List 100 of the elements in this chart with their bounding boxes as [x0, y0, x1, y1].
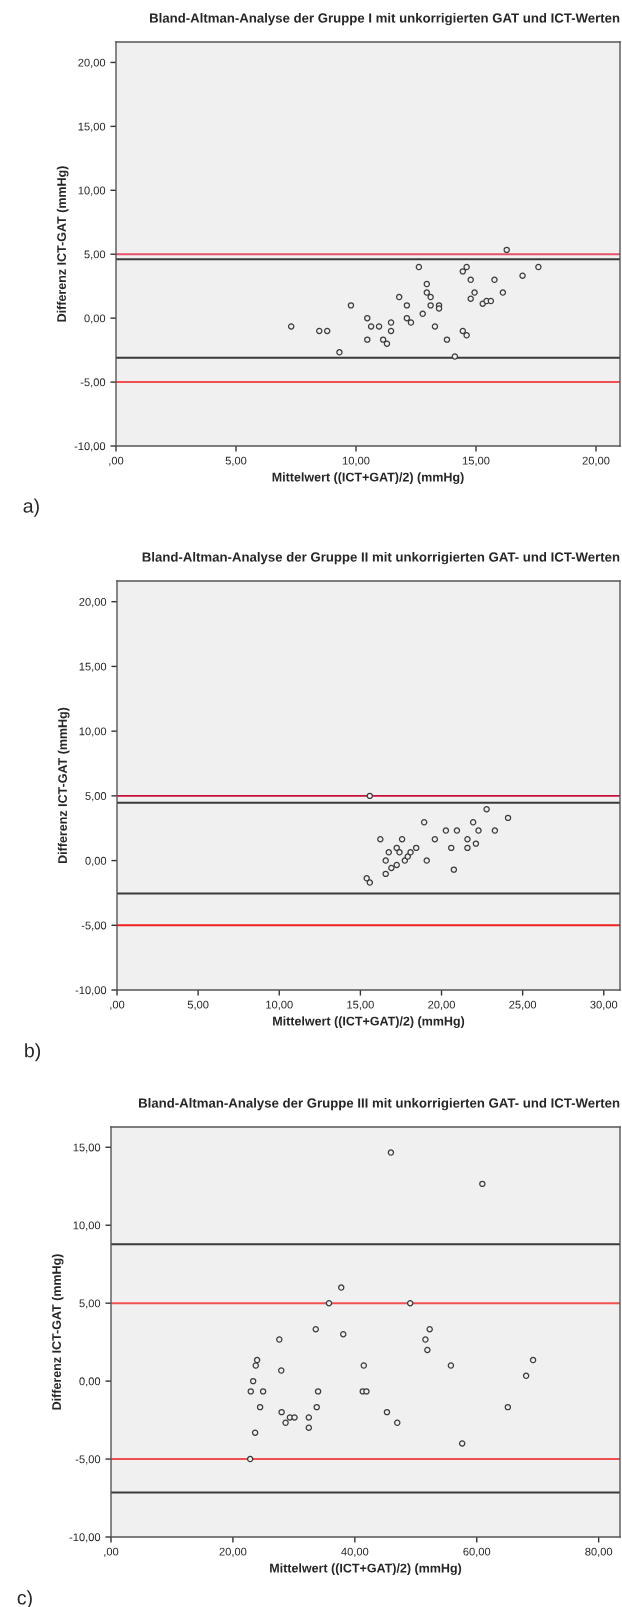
x-tick-label: 10,00: [342, 456, 370, 466]
point: [382, 870, 389, 878]
point: [323, 327, 331, 335]
point: [463, 263, 470, 271]
y-tick-label: 15,00: [78, 122, 106, 132]
x-tick-label: 80,00: [585, 1547, 613, 1557]
chart-title: Bland-Altman-Analyse der Gruppe I mit unkorrigierten GAT und ICT-Werten: [150, 12, 620, 26]
point: [448, 844, 455, 852]
point: [412, 844, 420, 852]
point: [464, 835, 471, 843]
point: [364, 336, 371, 343]
point: [393, 861, 400, 869]
point: [363, 1388, 370, 1395]
point: [256, 1403, 264, 1411]
point: [251, 1429, 259, 1436]
point: [336, 349, 343, 356]
point: [377, 835, 384, 843]
point: [278, 1367, 285, 1374]
point: [503, 246, 510, 254]
point: [471, 289, 478, 296]
point: [325, 1299, 333, 1307]
point: [469, 819, 477, 826]
point: [313, 1403, 320, 1411]
y-tick-label: -5,00: [80, 378, 106, 388]
x-tick-label: 20,00: [582, 456, 610, 466]
x-axis-title: Mittelwert ((ICT+GAT)/2) (mmHg): [272, 472, 464, 485]
point: [451, 353, 459, 360]
point: [394, 1419, 401, 1426]
point: [366, 792, 374, 800]
point: [463, 332, 470, 339]
point: [419, 310, 426, 318]
point: [291, 1414, 298, 1421]
point: [522, 1372, 530, 1380]
point: [459, 327, 467, 335]
point: [382, 857, 389, 864]
point: [314, 1388, 322, 1395]
x-tick-label: 10,00: [266, 1000, 293, 1010]
point: [431, 323, 439, 330]
point: [407, 319, 415, 326]
point: [379, 336, 387, 343]
point: [276, 1336, 283, 1343]
text: a): [23, 498, 39, 517]
point: [535, 263, 542, 271]
x-tick-label: 25,00: [509, 1000, 537, 1010]
point: [475, 827, 482, 834]
x-tick-label: 5,00: [225, 456, 247, 466]
point: [529, 1356, 537, 1364]
point: [278, 1408, 285, 1416]
point: [360, 1362, 368, 1369]
y-tick-label: 10,00: [79, 727, 107, 737]
y-axis-title: Differenz ICT-GAT (mmHg): [56, 166, 69, 322]
x-tick-label: 20,00: [219, 1547, 247, 1557]
point: [249, 1377, 257, 1385]
point: [246, 1455, 254, 1463]
point: [388, 864, 395, 872]
y-tick-label: 0,00: [79, 1377, 101, 1387]
point: [458, 1440, 466, 1447]
x-tick-label: 60,00: [463, 1547, 491, 1557]
point: [472, 840, 480, 847]
point: [383, 1408, 391, 1416]
point: [347, 302, 355, 309]
point: [253, 1356, 261, 1364]
point: [479, 1180, 486, 1188]
point: [420, 819, 428, 826]
y-tick-label: 20,00: [79, 597, 107, 608]
point: [467, 276, 474, 284]
point: [459, 268, 467, 275]
point: [366, 879, 374, 886]
y-tick-label: -5,00: [75, 1455, 101, 1465]
point: [422, 1336, 429, 1343]
y-tick-label: 0,00: [84, 314, 106, 324]
y-tick-label: 5,00: [85, 792, 107, 802]
x-tick-label: 5,00: [187, 1000, 209, 1010]
point: [396, 849, 403, 856]
point: [427, 293, 434, 301]
x-tick-label: 30,00: [590, 1000, 618, 1010]
point: [395, 293, 403, 301]
point: [519, 272, 526, 279]
point: [453, 827, 461, 834]
point: [387, 1149, 395, 1156]
y-tick-label: -10,00: [74, 442, 106, 452]
point: [464, 844, 471, 852]
x-tick-label: ,00: [104, 1547, 119, 1557]
point: [259, 1388, 267, 1395]
point: [403, 302, 411, 309]
point: [499, 289, 507, 296]
point: [406, 1299, 414, 1307]
point: [431, 835, 439, 843]
point: [424, 1346, 431, 1354]
point: [340, 1330, 347, 1338]
x-tick-label: ,00: [110, 1000, 125, 1010]
point: [423, 289, 431, 296]
y-tick-label: 5,00: [79, 1299, 101, 1309]
point: [404, 853, 411, 860]
text: b): [25, 1043, 41, 1062]
point: [504, 1403, 512, 1411]
y-tick-label: 10,00: [78, 186, 106, 196]
x-tick-label: 15,00: [347, 1000, 374, 1010]
point: [504, 814, 512, 822]
point: [252, 1362, 259, 1369]
